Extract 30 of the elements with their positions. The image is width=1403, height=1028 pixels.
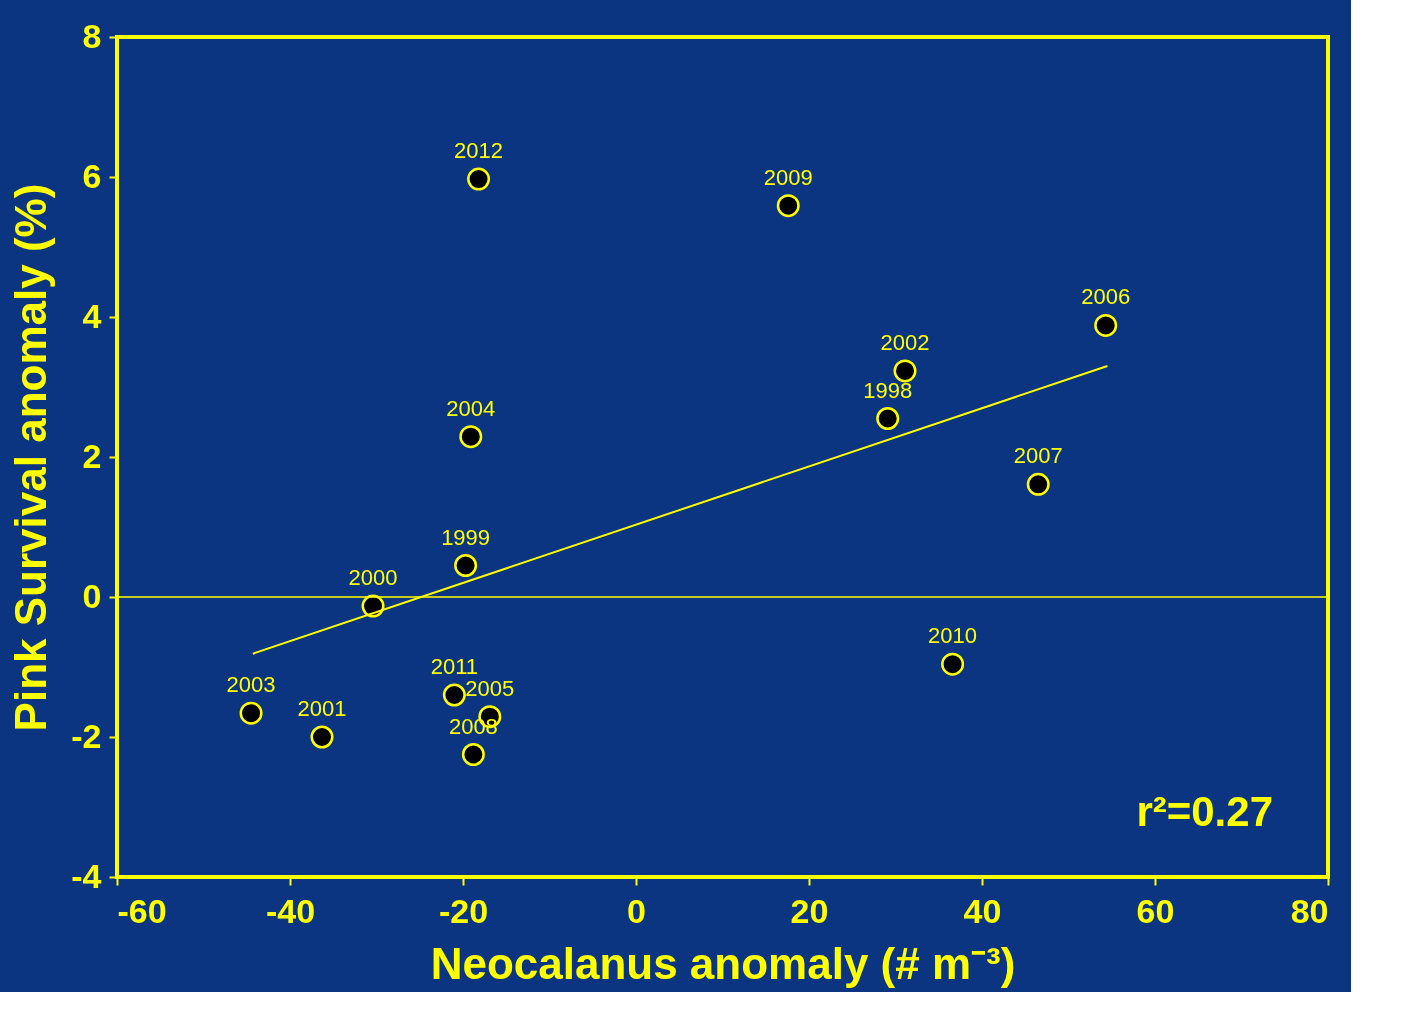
y-tick-label: -2 [71, 716, 102, 755]
x-tick-label: -60 [117, 891, 167, 930]
x-tick-label: -20 [438, 891, 489, 930]
y-tick-label: 2 [82, 436, 102, 475]
annotation: 2006 [1081, 284, 1131, 310]
annotation: 2004 [446, 395, 496, 421]
y-tick-label: 4 [82, 296, 102, 335]
y-tick-label: -4 [71, 856, 102, 895]
annotation: 2007 [1013, 443, 1063, 469]
x-tick-label: 40 [963, 891, 1002, 930]
y-tick-label: 0 [82, 576, 102, 615]
annotation: 2003 [226, 672, 276, 698]
x-tick-label: -40 [265, 891, 316, 930]
x-tick-label: 80 [1290, 891, 1329, 930]
annotation: 1999 [441, 524, 491, 550]
annotation: 2001 [297, 696, 347, 721]
x-tick-label: 60 [1136, 891, 1175, 930]
annotation: 2000 [348, 565, 398, 591]
annotation: 2002 [880, 329, 930, 355]
x-tick-label: 0 [627, 891, 646, 930]
annotation: 2009 [763, 164, 813, 190]
y-tick-label: 6 [82, 156, 102, 195]
annotation: r²=0.27 [1136, 788, 1273, 835]
x-axis-title: Neocalanus anomaly (# m⁻³) [430, 938, 1016, 988]
annotation: 1998 [863, 377, 913, 403]
annotation: 2010 [928, 623, 978, 649]
y-axis-title: Pink Survival anomaly (%) [6, 183, 56, 732]
annotation: 2012 [454, 138, 504, 164]
y-tick-label: 8 [82, 16, 102, 55]
x-tick-label: 20 [790, 891, 829, 930]
